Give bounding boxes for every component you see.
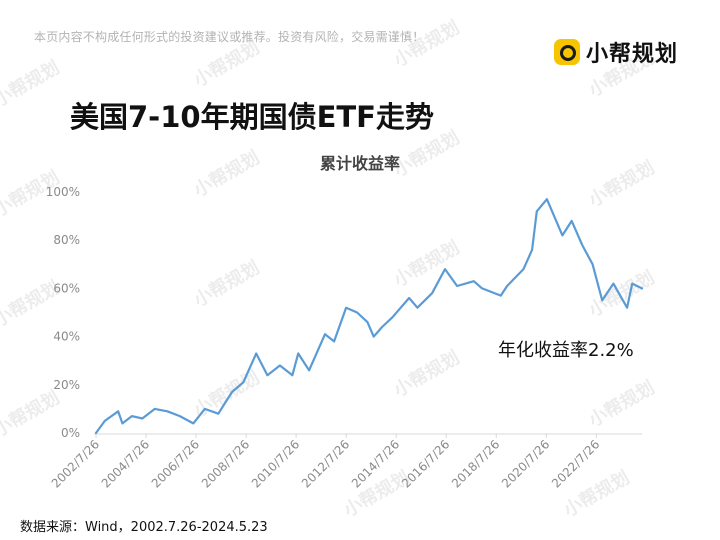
x-tick-label: 2020/7/26 <box>499 437 552 490</box>
y-tick-label: 80% <box>53 233 80 247</box>
y-tick-label: 40% <box>53 330 80 344</box>
x-tick-label: 2022/7/26 <box>549 437 602 490</box>
chart-subtitle: 累计收益率 <box>319 154 400 173</box>
x-tick-label: 2012/7/26 <box>299 437 352 490</box>
x-tick-label: 2016/7/26 <box>399 437 452 490</box>
y-tick-label: 60% <box>53 281 80 295</box>
y-tick-label: 0% <box>61 426 80 440</box>
x-tick-label: 2018/7/26 <box>449 437 502 490</box>
chart-title: 美国7-10年期国债ETF走势 <box>70 100 434 134</box>
x-axis: 2002/7/262004/7/262006/7/262008/7/262010… <box>49 434 602 491</box>
disclaimer-text: 本页内容不构成任何形式的投资建议或推荐。投资有风险，交易需谨慎！ <box>34 30 425 44</box>
y-tick-label: 20% <box>53 378 80 392</box>
series-line <box>94 198 644 435</box>
x-tick-label: 2004/7/26 <box>99 437 152 490</box>
y-axis: 0% 20% 40% 60% 80% 100% <box>46 185 80 440</box>
brand: 小帮规划 <box>554 36 678 68</box>
brand-name: 小帮规划 <box>586 42 679 67</box>
x-tick-label: 2008/7/26 <box>199 437 252 490</box>
annualized-return-annotation: 年化收益率2.2% <box>498 340 634 361</box>
data-source: 数据来源：Wind，2002.7.26-2024.5.23 <box>20 520 268 535</box>
y-tick-label: 100% <box>46 185 80 199</box>
x-tick-label: 2006/7/26 <box>149 437 202 490</box>
x-tick-label: 2014/7/26 <box>349 437 402 490</box>
x-tick-label: 2010/7/26 <box>249 437 302 490</box>
x-tick-label: 2002/7/26 <box>49 437 102 490</box>
brand-logo-icon <box>554 39 580 65</box>
